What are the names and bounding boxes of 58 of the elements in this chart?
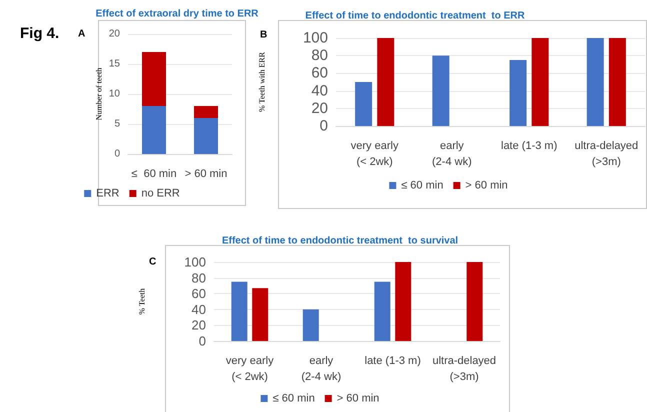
x-tick-label: late (1-3 m) <box>501 140 558 152</box>
chart-title: Effect of time to endodontic treatment to ERR <box>305 10 526 22</box>
x-tick-label: early (2-4 wk) <box>432 140 472 168</box>
legend-label: ERR <box>96 188 120 200</box>
y-tick-label: 0 <box>114 148 120 160</box>
bar <box>142 106 166 154</box>
y-tick-label: 80 <box>192 270 206 286</box>
x-tick-label: ultra-delayed (>3m) <box>574 140 638 168</box>
x-tick-label: early (2-4 wk) <box>301 355 342 383</box>
y-tick-label: 5 <box>114 118 120 130</box>
y-tick-label: 20 <box>108 28 120 40</box>
x-tick-label: very early (< 2wk) <box>350 140 399 168</box>
y-tick-label: 60 <box>311 64 328 82</box>
y-tick-label: 20 <box>192 318 206 333</box>
bar <box>377 38 394 126</box>
y-tick-label: 0 <box>320 118 328 134</box>
y-tick-label: 40 <box>192 302 206 317</box>
bar <box>252 288 268 341</box>
y-tick-label: 15 <box>108 58 120 70</box>
bar <box>432 56 450 126</box>
legend-label: no ERR <box>141 188 180 200</box>
x-tick-label: very early (< 2wk) <box>226 355 274 383</box>
y-axis-title: % Teeth with ERR <box>258 51 266 112</box>
bar <box>395 262 412 341</box>
x-tick-label: late (1-3 m) <box>364 355 421 367</box>
bar <box>142 52 166 106</box>
legend-label: ≤ 60 min <box>401 180 444 192</box>
x-tick-label: ultra-delayed (>3m) <box>432 355 496 383</box>
bar <box>466 262 483 341</box>
legend-label: > 60 min <box>336 392 380 404</box>
text: A <box>78 28 86 40</box>
caption: Fig 4. <box>20 25 60 42</box>
y-tick-label: 80 <box>311 47 328 64</box>
y-axis-title: % Teeth <box>138 288 146 315</box>
bar <box>608 38 626 126</box>
bar <box>374 282 390 341</box>
bar <box>231 282 248 341</box>
legend-label: > 60 min <box>465 180 508 192</box>
bar <box>532 38 549 126</box>
bar <box>355 82 372 126</box>
y-tick-label: 40 <box>311 82 328 100</box>
bar <box>302 309 319 341</box>
y-tick-label: 20 <box>311 100 328 117</box>
bar <box>194 118 218 154</box>
y-tick-label: 100 <box>302 30 328 46</box>
bar <box>586 38 604 126</box>
y-tick-label: 0 <box>198 334 206 348</box>
y-axis-title: Number of teeth <box>94 68 104 120</box>
bar <box>510 60 527 126</box>
chart-title: Effect of time to endodontic treatment to survival <box>222 236 458 246</box>
y-tick-label: 10 <box>108 88 120 100</box>
text: B <box>260 30 268 40</box>
text: C <box>149 256 156 268</box>
y-tick-label: 60 <box>192 286 206 302</box>
y-tick-label: 100 <box>184 254 206 270</box>
chart-title: Effect of extraoral dry time to ERR <box>96 8 260 20</box>
legend-label: ≤ 60 min <box>272 392 315 404</box>
bar <box>194 106 218 118</box>
